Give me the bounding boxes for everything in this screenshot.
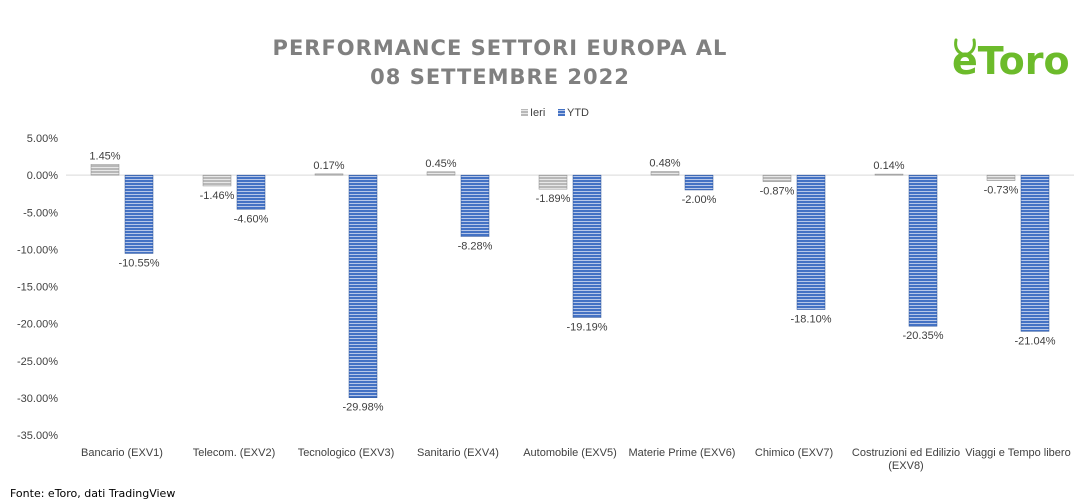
chart-title-line-2: 08 SETTEMBRE 2022 bbox=[370, 65, 630, 89]
bar-ytd bbox=[460, 174, 490, 237]
data-label-ytd: -21.04% bbox=[1015, 335, 1056, 347]
x-tick-label: Sanitario (EXV4) bbox=[417, 447, 499, 459]
legend-label-ytd: YTD bbox=[567, 107, 589, 119]
data-label-ytd: -2.00% bbox=[682, 194, 717, 206]
data-label-ieri: 0.45% bbox=[425, 158, 456, 170]
y-tick-label: -25.00% bbox=[17, 356, 58, 368]
x-tick-label: Automobile (EXV5) bbox=[523, 447, 617, 459]
y-tick-label: 0.00% bbox=[27, 170, 58, 182]
bar-chart: Ieri YTD 5.00% 0.00% -5.00% -10.00% -15.00% -2… bbox=[17, 107, 1074, 472]
data-label-ytd: -4.60% bbox=[234, 213, 269, 225]
source-note: Fonte: eToro, dati TradingView bbox=[10, 487, 176, 500]
data-label-ieri: -0.73% bbox=[984, 185, 1019, 197]
data-label-ieri: 0.14% bbox=[873, 160, 904, 172]
bar-ieri bbox=[314, 173, 344, 176]
x-tick-label: Bancario (EXV1) bbox=[81, 447, 163, 459]
x-tick-label: Tecnologico (EXV3) bbox=[298, 447, 395, 459]
y-tick-label: -15.00% bbox=[17, 282, 58, 294]
bar-ieri bbox=[538, 174, 568, 190]
data-label-ieri: 0.48% bbox=[649, 158, 680, 170]
y-axis: 5.00% 0.00% -5.00% -10.00% -15.00% -20.00% -25… bbox=[17, 133, 58, 442]
data-label-ytd: -8.28% bbox=[458, 241, 493, 253]
bar-ytd bbox=[572, 174, 602, 318]
bar-ytd bbox=[796, 174, 826, 310]
x-tick-label: Materie Prime (EXV6) bbox=[629, 447, 736, 459]
data-label-ytd: -19.19% bbox=[567, 322, 608, 334]
y-tick-label: -30.00% bbox=[17, 393, 58, 405]
bar-ytd bbox=[684, 174, 714, 191]
legend: Ieri YTD bbox=[521, 107, 589, 119]
etoro-logo: eToro bbox=[950, 30, 1070, 85]
x-tick-label: Telecom. (EXV2) bbox=[193, 447, 276, 459]
y-tick-label: -5.00% bbox=[23, 207, 58, 219]
x-tick-label: Chimico (EXV7) bbox=[755, 447, 833, 459]
bar-ieri bbox=[90, 164, 120, 176]
y-tick-label: 5.00% bbox=[27, 133, 58, 145]
data-label-ieri: 0.17% bbox=[313, 160, 344, 172]
bar-ieri bbox=[426, 171, 456, 176]
bar-ytd bbox=[236, 174, 266, 210]
chart-title-line-1: PERFORMANCE SETTORI EUROPA AL bbox=[272, 36, 728, 60]
data-label-ieri: -1.46% bbox=[200, 190, 235, 202]
bar-ytd bbox=[348, 174, 378, 398]
bar-ytd bbox=[1020, 174, 1050, 332]
x-tick-label: (EXV8) bbox=[888, 460, 923, 472]
bar-ieri bbox=[762, 174, 792, 182]
data-label-ieri: -1.89% bbox=[536, 193, 571, 205]
data-label-ytd: -20.35% bbox=[903, 330, 944, 342]
bar-ytd bbox=[908, 174, 938, 327]
y-tick-label: -10.00% bbox=[17, 244, 58, 256]
x-tick-label: Viaggi e Tempo libero bbox=[965, 447, 1070, 459]
bar-ieri bbox=[650, 171, 680, 176]
data-label-ytd: -29.98% bbox=[343, 402, 384, 414]
bar-ieri bbox=[874, 173, 904, 176]
x-tick-label: Costruzioni ed Edilizio bbox=[852, 447, 960, 459]
legend-swatch-ytd bbox=[558, 109, 565, 116]
data-label-ytd: -10.55% bbox=[119, 257, 160, 269]
y-tick-label: -35.00% bbox=[17, 430, 58, 442]
bars: 1.45% -10.55% -1.46% -4.60% 0.17% -29.98% 0.45… bbox=[66, 150, 1074, 414]
x-axis-labels: Bancario (EXV1) Telecom. (EXV2) Tecnologic… bbox=[81, 447, 1071, 472]
bar-ieri bbox=[986, 174, 1016, 181]
bar-ieri bbox=[202, 174, 232, 187]
bar-ytd bbox=[124, 174, 154, 254]
legend-swatch-ieri bbox=[521, 109, 528, 116]
y-tick-label: -20.00% bbox=[17, 319, 58, 331]
data-label-ytd: -18.10% bbox=[791, 314, 832, 326]
bull-horns-icon bbox=[954, 38, 976, 56]
legend-label-ieri: Ieri bbox=[530, 107, 545, 119]
data-label-ieri: 1.45% bbox=[89, 150, 120, 162]
data-label-ieri: -0.87% bbox=[760, 186, 795, 198]
logo-text: eToro bbox=[952, 39, 1070, 83]
